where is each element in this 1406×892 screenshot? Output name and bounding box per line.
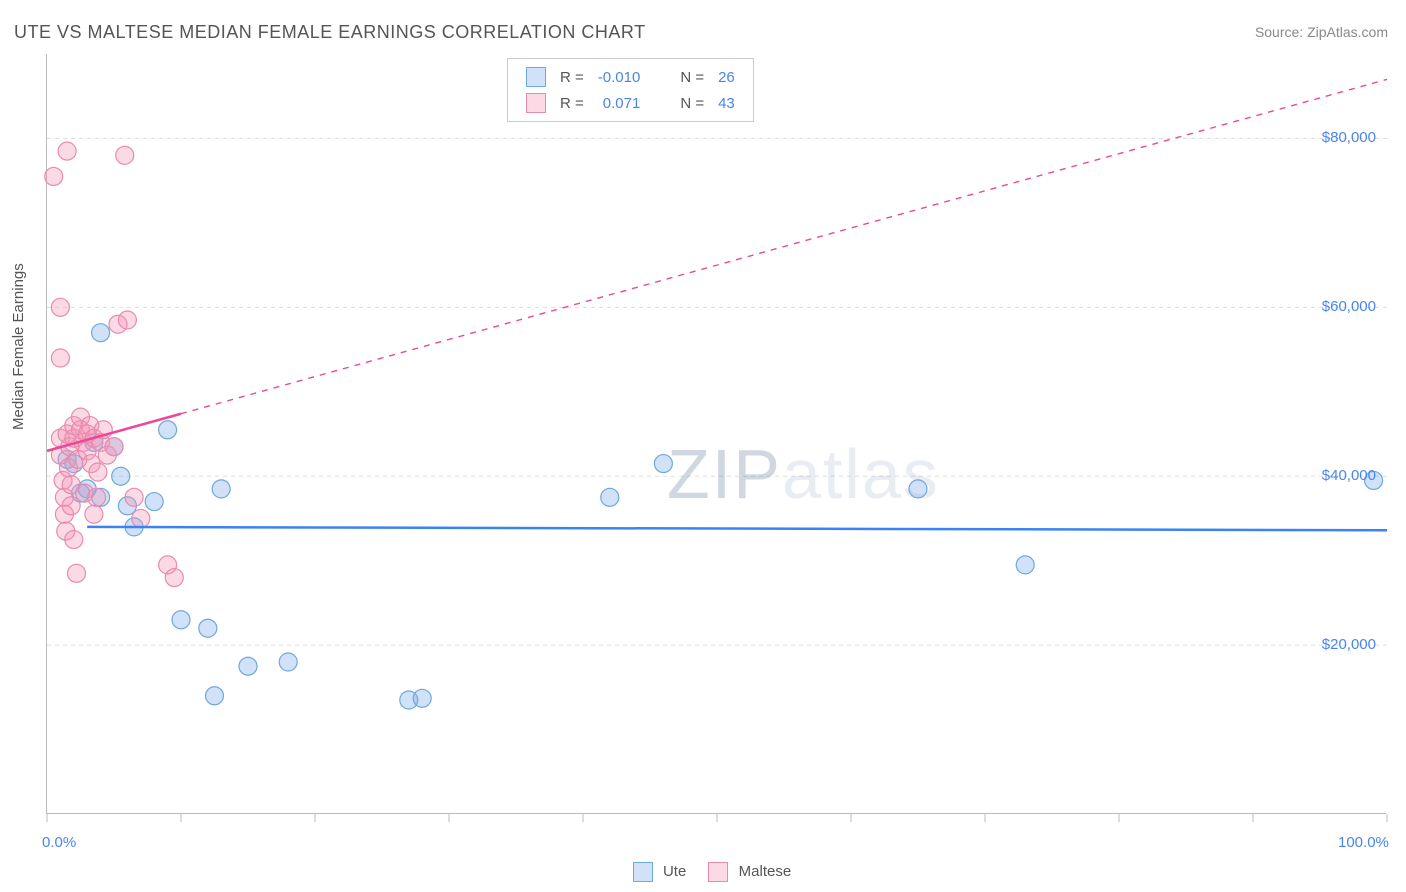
value-n-maltese: 43 <box>712 91 741 115</box>
label-n: N = <box>674 91 710 115</box>
source-label: Source: ZipAtlas.com <box>1255 24 1388 40</box>
swatch-maltese-icon <box>526 93 546 113</box>
stat-row-ute: R = -0.010 N = 26 <box>520 65 741 89</box>
ytick-label: $80,000 <box>1322 129 1376 146</box>
value-r-maltese: 0.071 <box>592 91 647 115</box>
legend-label-maltese: Maltese <box>739 863 792 880</box>
chart-title: UTE VS MALTESE MEDIAN FEMALE EARNINGS CO… <box>14 22 646 43</box>
ytick-label: $20,000 <box>1322 636 1376 653</box>
stat-row-maltese: R = 0.071 N = 43 <box>520 91 741 115</box>
legend-label-ute: Ute <box>663 863 686 880</box>
plot-svg <box>47 54 1387 826</box>
bottom-legend: Ute Maltese <box>0 862 1406 882</box>
ytick-label: $40,000 <box>1322 467 1376 484</box>
value-r-ute: -0.010 <box>592 65 647 89</box>
chart-container: UTE VS MALTESE MEDIAN FEMALE EARNINGS CO… <box>0 0 1406 892</box>
value-n-ute: 26 <box>712 65 741 89</box>
label-r: R = <box>554 91 590 115</box>
stat-legend: R = -0.010 N = 26 R = 0.071 N = 43 <box>507 58 754 122</box>
y-axis-label: Median Female Earnings <box>10 263 27 430</box>
swatch-maltese-icon <box>708 862 728 882</box>
plot-area: ZIPatlas R = -0.010 N = 26 R = 0.071 N = <box>46 54 1386 814</box>
swatch-ute-icon <box>633 862 653 882</box>
xtick-label: 0.0% <box>42 834 76 851</box>
ytick-label: $60,000 <box>1322 298 1376 315</box>
label-n: N = <box>674 65 710 89</box>
label-r: R = <box>554 65 590 89</box>
xtick-label: 100.0% <box>1338 834 1389 851</box>
swatch-ute-icon <box>526 67 546 87</box>
